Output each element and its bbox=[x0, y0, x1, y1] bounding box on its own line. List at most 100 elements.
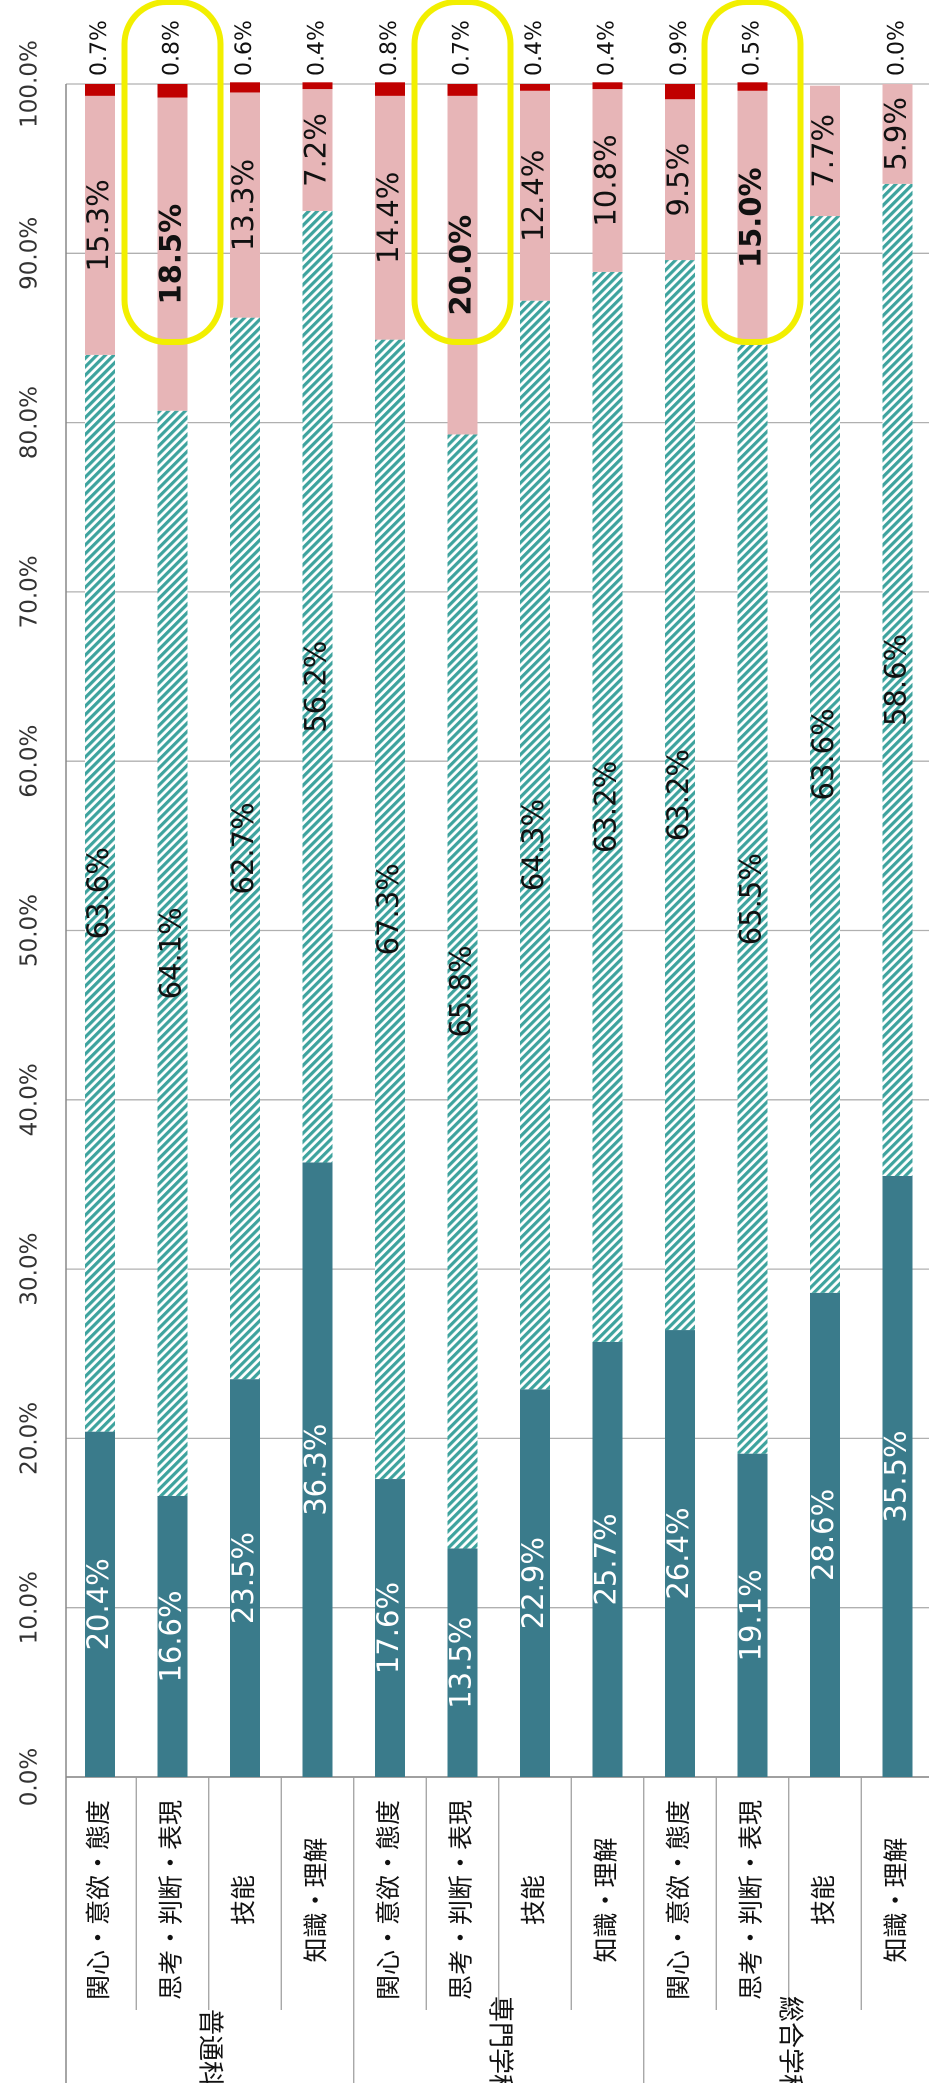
y-tick-label: 80.0% bbox=[17, 386, 43, 459]
highlight-outline bbox=[121, 0, 224, 345]
x-tick-label: 思考・判断・表現 bbox=[157, 1800, 186, 2000]
data-label: 63.6% bbox=[81, 847, 115, 939]
data-label: 22.9% bbox=[516, 1537, 550, 1629]
data-label: 0.7% bbox=[450, 20, 475, 76]
x-tick-label: 知識・理解 bbox=[882, 1837, 911, 1962]
bar-segment bbox=[810, 1292, 840, 1777]
x-tick-label: 技能 bbox=[809, 1875, 838, 1925]
data-label: 28.6% bbox=[806, 1489, 840, 1581]
data-label: 18.5% bbox=[154, 204, 188, 305]
y-tick-label: 30.0% bbox=[17, 1233, 43, 1306]
data-label: 19.1% bbox=[734, 1569, 768, 1661]
y-tick-label: 10.0% bbox=[17, 1571, 43, 1644]
data-label: 25.7% bbox=[589, 1513, 623, 1605]
data-label: 0.4% bbox=[522, 20, 547, 76]
bar-segment bbox=[230, 317, 260, 1380]
bar-segment bbox=[85, 1431, 115, 1777]
data-label: 62.7% bbox=[226, 802, 260, 894]
data-label: 0.6% bbox=[232, 20, 257, 76]
x-tick-label: 関心・意欲・態度 bbox=[84, 1800, 113, 2000]
data-label: 5.9% bbox=[879, 97, 913, 171]
bar-segment bbox=[375, 95, 405, 340]
data-label: 0.5% bbox=[740, 20, 765, 76]
bar-segment bbox=[230, 92, 260, 318]
bar-segment bbox=[882, 84, 913, 184]
data-label: 15.0% bbox=[734, 167, 768, 268]
bar-segment bbox=[592, 89, 623, 272]
data-label: 63.2% bbox=[589, 761, 623, 853]
data-label: 17.6% bbox=[371, 1582, 405, 1674]
data-label: 13.5% bbox=[444, 1617, 478, 1709]
data-label: 65.8% bbox=[444, 945, 478, 1037]
bar-segment bbox=[665, 1330, 695, 1777]
bar-segment bbox=[302, 210, 333, 1163]
bar-segment bbox=[302, 82, 333, 90]
bar-segment bbox=[375, 1479, 405, 1777]
bar-segment bbox=[375, 339, 405, 1480]
bar-segment bbox=[85, 354, 115, 1432]
data-label: 0.4% bbox=[595, 20, 620, 76]
data-label: 23.5% bbox=[226, 1532, 260, 1624]
bar-segment bbox=[737, 90, 768, 345]
data-label: 7.2% bbox=[299, 113, 333, 187]
y-tick-label: 50.0% bbox=[17, 894, 43, 967]
data-label: 0.9% bbox=[667, 20, 692, 76]
data-label: 0.0% bbox=[885, 20, 910, 76]
y-tick-label: 90.0% bbox=[17, 217, 43, 290]
bar-segment bbox=[520, 90, 550, 301]
x-tick-label: 思考・判断・表現 bbox=[737, 1800, 766, 2000]
data-label: 0.4% bbox=[305, 20, 330, 76]
x-tick-label: 技能 bbox=[519, 1875, 548, 1925]
group-label: 普通科 bbox=[194, 2009, 224, 2083]
data-label: 14.4% bbox=[371, 172, 405, 264]
bar-segment bbox=[302, 89, 333, 211]
bar-segment bbox=[447, 434, 478, 1549]
data-label: 63.6% bbox=[806, 708, 840, 800]
data-label: 64.1% bbox=[154, 907, 188, 999]
bar-segment bbox=[592, 1341, 623, 1777]
bar-segment bbox=[592, 82, 623, 90]
data-label: 10.8% bbox=[589, 134, 623, 226]
bar-segment bbox=[157, 97, 188, 411]
x-tick-label: 関心・意欲・態度 bbox=[664, 1800, 693, 2000]
data-label: 9.5% bbox=[661, 143, 695, 217]
data-label: 0.7% bbox=[87, 20, 112, 76]
data-label: 0.8% bbox=[160, 20, 185, 76]
bar-segment bbox=[520, 300, 550, 1390]
bar-segment bbox=[157, 1495, 188, 1777]
bar-segment bbox=[665, 84, 695, 100]
x-tick-label: 知識・理解 bbox=[302, 1837, 331, 1962]
bar-segment bbox=[520, 84, 550, 91]
highlight-outline bbox=[411, 0, 514, 345]
bar-segment bbox=[230, 82, 260, 93]
group-label: 専門学科 bbox=[484, 1996, 514, 2083]
y-tick-label: 100.0% bbox=[17, 40, 43, 128]
data-label: 7.7% bbox=[806, 114, 840, 188]
group-label: 総合学科 bbox=[774, 1996, 804, 2083]
y-tick-label: 70.0% bbox=[17, 555, 43, 628]
data-label: 64.3% bbox=[516, 799, 550, 891]
x-tick-label: 技能 bbox=[229, 1875, 258, 1925]
data-label: 16.6% bbox=[154, 1590, 188, 1682]
x-tick-label: 知識・理解 bbox=[592, 1837, 621, 1962]
data-label: 26.4% bbox=[661, 1507, 695, 1599]
data-label: 67.3% bbox=[371, 863, 405, 955]
bar-segment bbox=[447, 1548, 478, 1777]
x-tick-label: 思考・判断・表現 bbox=[447, 1800, 476, 2000]
bar-segment bbox=[592, 271, 623, 1342]
data-label: 0.8% bbox=[377, 20, 402, 76]
data-label: 20.4% bbox=[81, 1558, 115, 1650]
data-label: 36.3% bbox=[299, 1424, 333, 1516]
data-label: 58.6% bbox=[879, 634, 913, 726]
bar-segment bbox=[810, 85, 840, 217]
data-label: 15.3% bbox=[81, 179, 115, 271]
data-label: 56.2% bbox=[299, 641, 333, 733]
y-tick-label: 20.0% bbox=[17, 1402, 43, 1475]
y-tick-label: 40.0% bbox=[17, 1063, 43, 1136]
bar-segment bbox=[520, 1389, 550, 1777]
bar-segment bbox=[737, 82, 768, 91]
bar-segment bbox=[665, 99, 695, 261]
bar-segment bbox=[230, 1379, 260, 1777]
